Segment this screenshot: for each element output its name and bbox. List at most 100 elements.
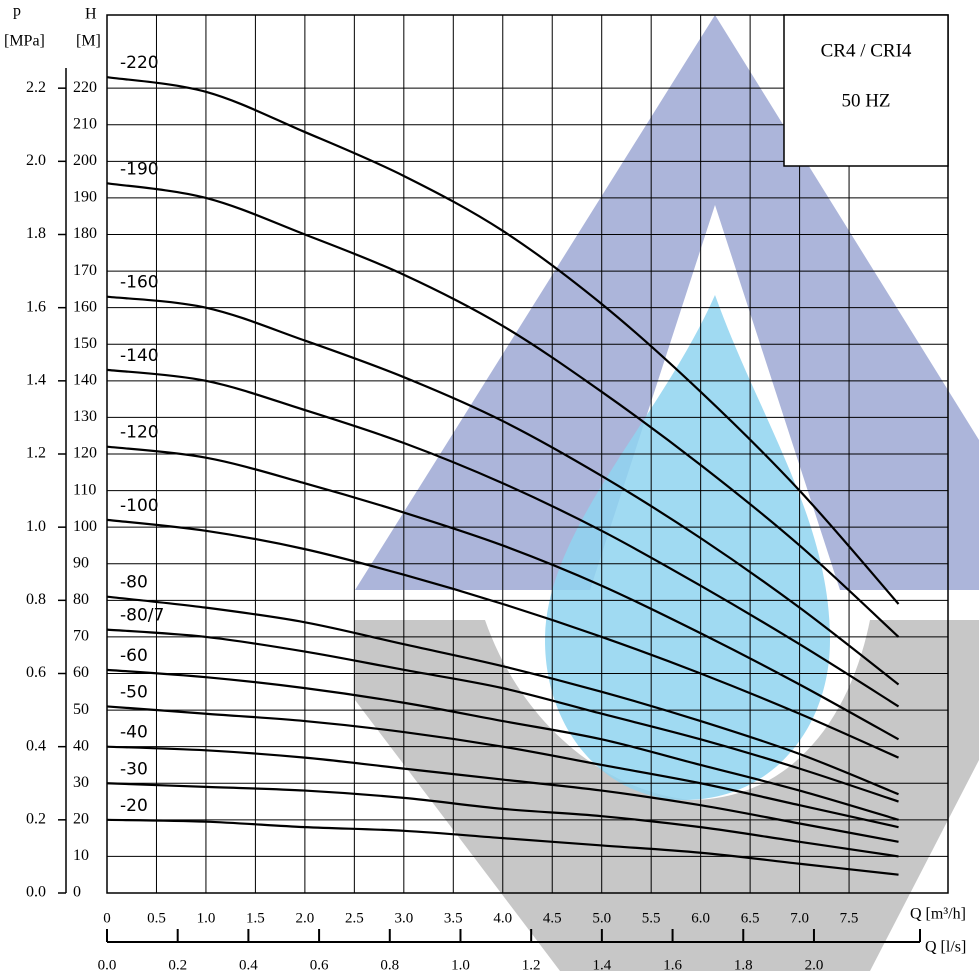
- pump-curve: [106, 368, 900, 708]
- y2-tick-label: 1.0: [26, 518, 46, 535]
- y-tick-label: 0: [73, 884, 81, 901]
- x-tick-label: 5.5: [642, 910, 661, 926]
- x2-tick-label: 0.0: [98, 957, 117, 971]
- y2-tick-label: 0.8: [26, 591, 46, 608]
- curve-label: -100: [120, 496, 159, 516]
- x2-tick-label: 0.2: [168, 957, 187, 971]
- y2-tick-label: 1.8: [26, 225, 46, 242]
- curve-label: -30: [120, 759, 148, 779]
- curve-label: -120: [120, 423, 159, 443]
- x-tick-label: 1.5: [246, 910, 265, 926]
- pump-curve: [106, 705, 899, 829]
- x2-tick-label: 1.6: [663, 957, 682, 971]
- x-tick-label: 2.0: [296, 910, 315, 926]
- logo-triangle: [355, 15, 979, 590]
- x2-tick-label: 1.2: [522, 957, 541, 971]
- y-tick-label: 30: [73, 774, 89, 791]
- pump-curve: [106, 818, 899, 876]
- curve-label: -140: [120, 346, 159, 366]
- pump-curve: [106, 518, 899, 759]
- y-tick-label: 10: [73, 847, 89, 864]
- x-tick-label: 0.5: [147, 910, 166, 926]
- x2-tick-label: 0.4: [239, 957, 258, 971]
- pump-curve: [106, 76, 900, 605]
- y-tick-label: 150: [73, 335, 97, 352]
- y-tick-label: 130: [73, 408, 97, 425]
- pump-curve: [106, 668, 899, 821]
- x-tick-label: 6.0: [691, 910, 710, 926]
- y2-tick-label: 2.0: [26, 152, 46, 169]
- y2-unit: [MPa]: [4, 33, 45, 50]
- logo-base: [355, 620, 979, 971]
- annotation: CR4 / CRI4: [821, 40, 912, 61]
- grid: [106, 15, 948, 894]
- y-tick-label: 190: [73, 189, 97, 206]
- pump-curve: [106, 445, 900, 741]
- y-tick-label: 210: [73, 115, 97, 132]
- x-tick-label: 5.0: [592, 910, 611, 926]
- curve-label: -20: [120, 796, 148, 816]
- plot-frame: [106, 14, 949, 894]
- pump-curve: [106, 782, 899, 858]
- y2-tick-label: 2.2: [26, 79, 46, 96]
- y2-tick-label: 0.4: [26, 737, 46, 754]
- x-label: Q [m³/h]: [910, 906, 966, 923]
- x-tick-label: 2.5: [345, 910, 364, 926]
- y-tick-label: 80: [73, 591, 89, 608]
- y-tick-label: 70: [73, 628, 89, 645]
- y-tick-label: 90: [73, 554, 89, 571]
- pump-curve: [106, 595, 899, 796]
- curve-label: -80/7: [120, 606, 164, 626]
- y-tick-label: 100: [73, 518, 97, 535]
- x2-tick-label: 2.0: [805, 957, 824, 971]
- x-tick-label: 7.5: [840, 910, 859, 926]
- y-label: H: [85, 6, 97, 23]
- y2-tick-label: 1.2: [26, 445, 46, 462]
- y2-tick-label: 0.0: [26, 884, 46, 901]
- x-tick-label: 4.5: [543, 910, 562, 926]
- curve-label: -160: [120, 273, 159, 293]
- curve-label: -50: [120, 682, 148, 702]
- curve-label: -80: [120, 573, 148, 593]
- x2-tick-label: 0.8: [380, 957, 399, 971]
- x2-label: Q [l/s]: [925, 939, 966, 956]
- x2-tick-label: 0.6: [310, 957, 329, 971]
- pump-curve: [106, 745, 899, 843]
- curve-label: -60: [120, 646, 148, 666]
- y-tick-label: 170: [73, 262, 97, 279]
- y-tick-label: 60: [73, 664, 89, 681]
- annotation-box: [783, 14, 949, 167]
- y2-tick-label: 0.6: [26, 664, 46, 681]
- annotation: 50 HZ: [841, 90, 890, 111]
- x2-tick-label: 1.4: [592, 957, 611, 971]
- y-tick-label: 220: [73, 79, 97, 96]
- pump-curve: [106, 182, 900, 638]
- x-tick-label: 6.5: [741, 910, 760, 926]
- curve-label: -190: [120, 159, 159, 179]
- y-tick-label: 200: [73, 152, 97, 169]
- x-tick-label: 3.0: [394, 910, 413, 926]
- x-tick-label: 1.0: [197, 910, 216, 926]
- y-tick-label: 110: [73, 481, 96, 498]
- y-tick-label: 20: [73, 811, 89, 828]
- curve-label: -40: [120, 723, 148, 743]
- y-tick-label: 50: [73, 701, 89, 718]
- y-tick-label: 120: [73, 445, 97, 462]
- y2-tick-label: 1.4: [26, 372, 46, 389]
- x-tick-label: 0: [103, 910, 111, 926]
- y2-tick-label: 0.2: [26, 811, 46, 828]
- curve-label: -220: [120, 53, 159, 73]
- x-tick-label: 7.0: [790, 910, 809, 926]
- y-unit: [M]: [76, 33, 101, 50]
- y-tick-label: 160: [73, 298, 97, 315]
- x-tick-label: 3.5: [444, 910, 463, 926]
- x-tick-label: 4.0: [493, 910, 512, 926]
- y-tick-label: 40: [73, 737, 89, 754]
- y2-label: p: [13, 3, 21, 20]
- pump-curve: [106, 295, 900, 686]
- x2-tick-label: 1.0: [451, 957, 470, 971]
- y-tick-label: 140: [73, 372, 97, 389]
- y-tick-label: 180: [73, 225, 97, 242]
- pump-curve: [106, 628, 899, 803]
